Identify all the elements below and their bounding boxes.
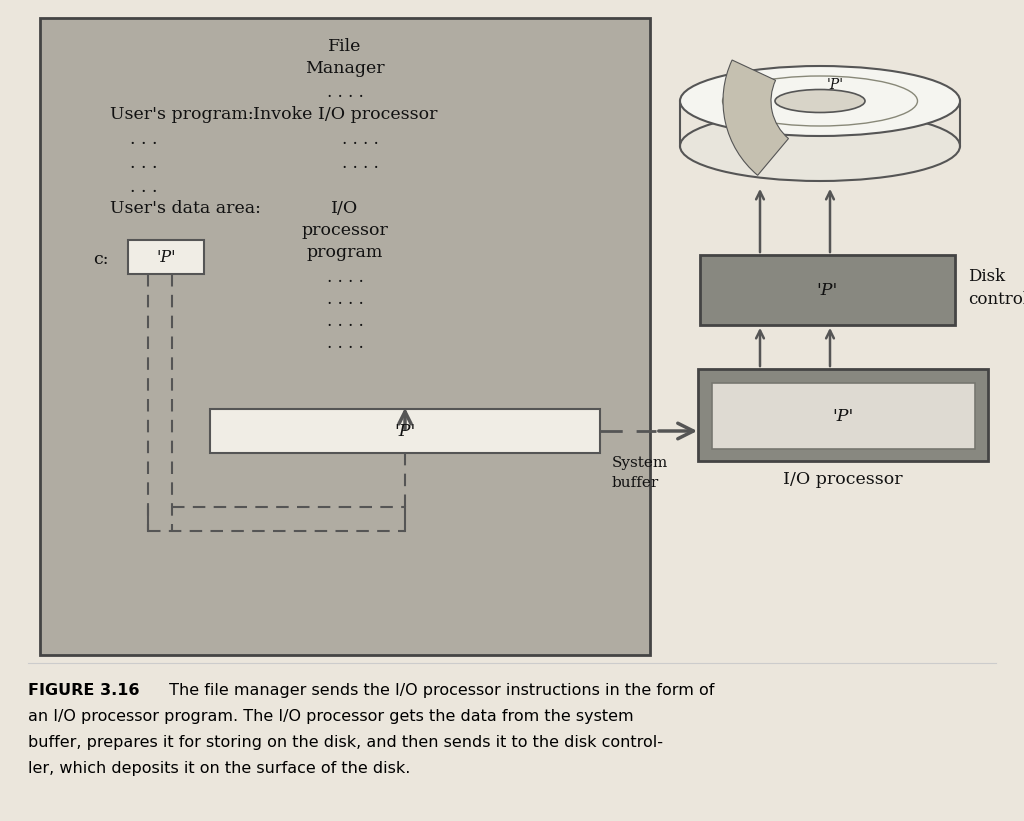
Text: FIGURE 3.16: FIGURE 3.16 bbox=[28, 683, 139, 698]
Bar bbox=[128, 240, 204, 274]
Text: . . . .: . . . . bbox=[327, 291, 364, 308]
Text: an I/O processor program. The I/O processor gets the data from the system: an I/O processor program. The I/O proces… bbox=[28, 709, 634, 724]
Text: ler, which deposits it on the surface of the disk.: ler, which deposits it on the surface of… bbox=[28, 761, 411, 776]
Text: controller: controller bbox=[968, 291, 1024, 308]
Text: File: File bbox=[329, 38, 361, 54]
Text: . . . .: . . . . bbox=[342, 154, 379, 172]
Text: I/O processor: I/O processor bbox=[783, 470, 903, 488]
Text: 'P': 'P' bbox=[826, 78, 844, 92]
Ellipse shape bbox=[775, 89, 865, 112]
Text: Invoke I/O processor: Invoke I/O processor bbox=[253, 106, 437, 122]
Ellipse shape bbox=[680, 111, 961, 181]
Text: 'P': 'P' bbox=[816, 282, 838, 299]
Ellipse shape bbox=[680, 66, 961, 136]
Text: buffer: buffer bbox=[612, 476, 659, 490]
Text: 'P': 'P' bbox=[833, 407, 854, 424]
Text: buffer, prepares it for storing on the disk, and then sends it to the disk contr: buffer, prepares it for storing on the d… bbox=[28, 735, 663, 750]
Text: . . . .: . . . . bbox=[327, 334, 364, 351]
Text: processor: processor bbox=[301, 222, 388, 238]
Bar bbox=[712, 383, 975, 449]
Text: 'P': 'P' bbox=[394, 423, 416, 439]
Text: I/O: I/O bbox=[332, 200, 358, 217]
Text: . . . .: . . . . bbox=[327, 268, 364, 286]
Text: . . .: . . . bbox=[130, 154, 158, 172]
Bar bbox=[700, 255, 955, 325]
Text: Disk: Disk bbox=[968, 268, 1006, 285]
Text: . . . .: . . . . bbox=[327, 84, 364, 100]
Text: . . . .: . . . . bbox=[327, 313, 364, 329]
Text: . . .: . . . bbox=[130, 131, 158, 148]
Bar bbox=[698, 369, 988, 461]
Text: c:: c: bbox=[93, 250, 109, 268]
Text: . . .: . . . bbox=[130, 178, 158, 195]
Text: program: program bbox=[307, 244, 383, 260]
Text: The file manager sends the I/O processor instructions in the form of: The file manager sends the I/O processor… bbox=[164, 683, 715, 698]
Wedge shape bbox=[723, 60, 788, 176]
Text: System: System bbox=[612, 456, 669, 470]
Text: 'P': 'P' bbox=[157, 249, 176, 265]
Bar bbox=[210, 409, 600, 453]
Text: . . . .: . . . . bbox=[342, 131, 379, 148]
Text: Manager: Manager bbox=[305, 59, 385, 76]
Bar bbox=[40, 18, 650, 655]
Text: User's data area:: User's data area: bbox=[110, 200, 261, 217]
Text: User's program:: User's program: bbox=[110, 106, 254, 122]
